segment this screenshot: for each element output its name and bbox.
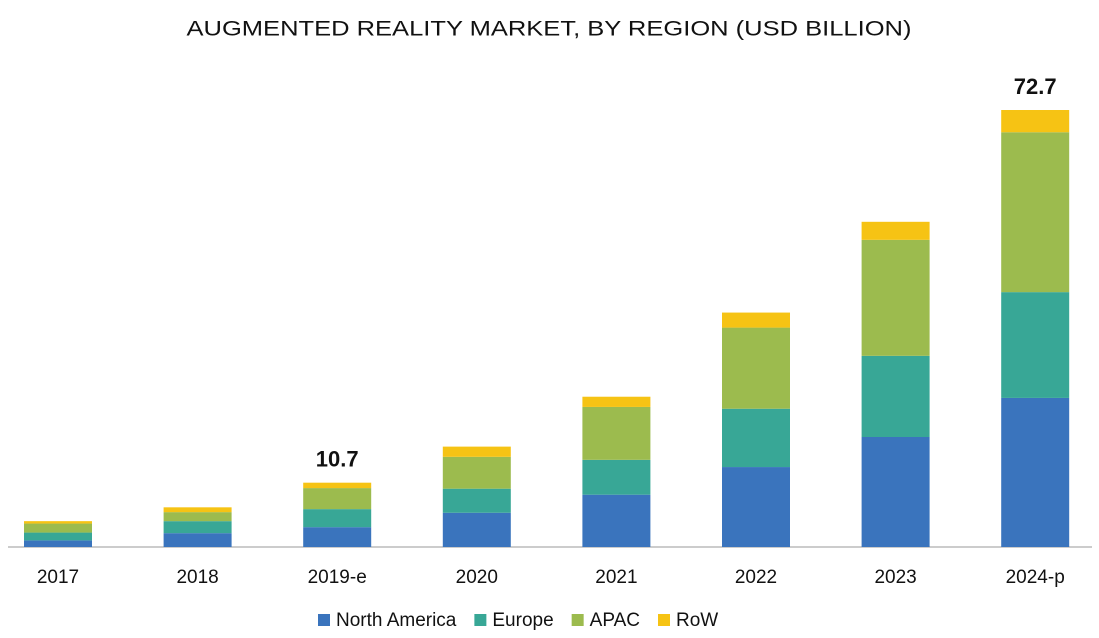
bar-segment bbox=[442, 446, 511, 457]
bar-segment bbox=[582, 396, 651, 407]
x-tick-label: 2019-e bbox=[308, 567, 367, 588]
legend-label: APAC bbox=[590, 610, 640, 631]
bar-segment bbox=[1001, 397, 1070, 547]
bar-segment bbox=[722, 408, 790, 468]
x-tick-label: 2023 bbox=[874, 567, 916, 588]
total-label: 10.7 bbox=[316, 446, 359, 471]
bar-segment bbox=[582, 494, 651, 547]
bar-segment bbox=[722, 312, 790, 328]
x-tick-label: 2024-p bbox=[1006, 567, 1065, 588]
legend-swatch bbox=[571, 614, 584, 626]
bar-segment bbox=[861, 355, 930, 437]
bar-segment bbox=[303, 527, 372, 547]
bar-segment bbox=[303, 488, 372, 510]
x-tick-label: 2017 bbox=[37, 567, 79, 588]
legend-label: Europe bbox=[492, 610, 553, 631]
legend-label: North America bbox=[336, 610, 457, 631]
legend-swatch bbox=[658, 614, 670, 626]
bar-segment bbox=[303, 509, 372, 528]
x-tick-label: 2022 bbox=[735, 567, 777, 588]
x-tick-label: 2020 bbox=[456, 567, 498, 588]
x-tick-label: 2018 bbox=[176, 567, 218, 588]
bar-segment bbox=[1001, 292, 1070, 398]
bar-segment bbox=[861, 436, 930, 547]
bar-segment bbox=[722, 327, 790, 409]
bar-segment bbox=[861, 221, 930, 240]
bar-segment bbox=[163, 512, 232, 522]
legend-swatch bbox=[318, 614, 330, 626]
legend-label: RoW bbox=[676, 610, 718, 631]
bar-segment bbox=[442, 456, 511, 489]
bar-segment bbox=[722, 467, 790, 547]
bar-segment bbox=[24, 532, 92, 541]
chart-title: AUGMENTED REALITY MARKET, BY REGION (USD… bbox=[187, 18, 912, 41]
bar-segment bbox=[1001, 110, 1070, 133]
bar-segment bbox=[582, 459, 651, 495]
bar-segment bbox=[24, 523, 92, 533]
bar-segment bbox=[582, 406, 651, 460]
bar-segment bbox=[24, 540, 92, 547]
bar-segment bbox=[163, 533, 232, 547]
legend-swatch bbox=[474, 614, 487, 626]
bar-segment bbox=[861, 239, 930, 356]
bar-segment bbox=[163, 507, 232, 513]
bar-segment bbox=[303, 482, 372, 489]
total-label: 72.7 bbox=[1014, 74, 1057, 99]
bar-segment bbox=[442, 488, 511, 513]
bar-segment bbox=[1001, 132, 1070, 293]
bar-segment bbox=[442, 512, 511, 547]
x-tick-label: 2021 bbox=[595, 567, 637, 588]
bar-segment bbox=[163, 521, 232, 534]
bar-segment bbox=[24, 521, 92, 524]
